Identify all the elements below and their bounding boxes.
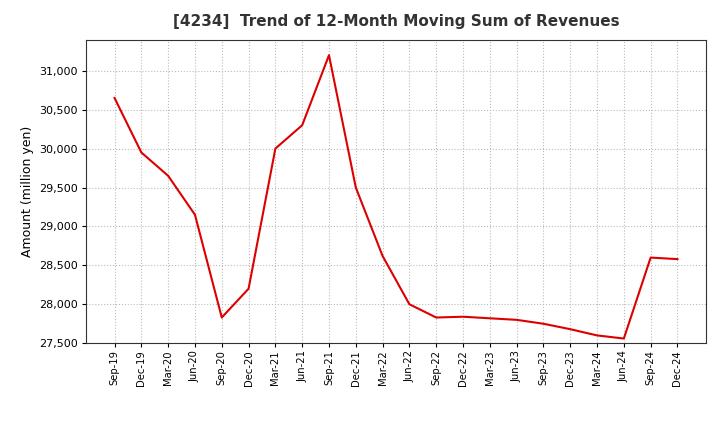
Y-axis label: Amount (million yen): Amount (million yen): [21, 126, 34, 257]
Title: [4234]  Trend of 12-Month Moving Sum of Revenues: [4234] Trend of 12-Month Moving Sum of R…: [173, 14, 619, 29]
